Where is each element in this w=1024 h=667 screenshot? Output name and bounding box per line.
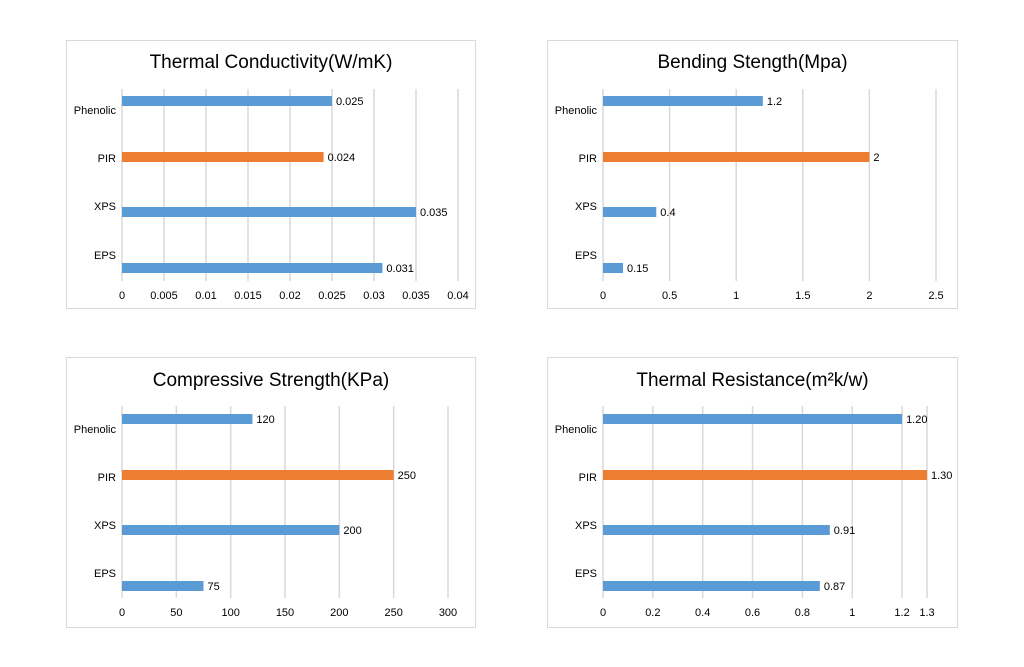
compressive-strength-value-label: 120 [256, 414, 274, 426]
thermal-resistance-bar-xps [603, 525, 830, 535]
compressive-strength-tick-label: 150 [276, 607, 294, 619]
thermal-conductivity-title: Thermal Conductivity(W/mK) [150, 52, 393, 73]
thermal-conductivity-tick-label: 0.015 [234, 290, 262, 302]
bending-strength-value-label: 0.4 [660, 207, 675, 219]
thermal-conductivity-value-label: 0.024 [328, 152, 356, 164]
thermal-resistance-bar-pir [603, 470, 927, 480]
thermal-conductivity-category-label: EPS [94, 250, 116, 262]
bending-strength-category-label: PIR [579, 153, 597, 165]
bending-strength-bar-pir [603, 152, 870, 162]
thermal-resistance-category-label: Phenolic [555, 424, 598, 436]
thermal-conductivity-value-label: 0.035 [420, 207, 448, 219]
thermal-resistance-tick-label: 0.6 [745, 607, 760, 619]
bending-strength-value-label: 0.15 [627, 263, 648, 275]
bending-strength-value-label: 1.2 [767, 96, 782, 108]
compressive-strength-bar-phenolic [122, 414, 253, 424]
bending-strength-tick-label: 2.5 [928, 290, 943, 302]
compressive-strength-tick-label: 100 [221, 607, 239, 619]
thermal-resistance-value-label: 1.20 [906, 414, 927, 426]
thermal-conductivity-bar-xps [122, 207, 416, 217]
bending-strength-category-label: EPS [575, 250, 597, 262]
compressive-strength-tick-label: 200 [330, 607, 348, 619]
compressive-strength-value-label: 250 [398, 470, 416, 482]
thermal-conductivity-value-label: 0.031 [386, 263, 414, 275]
thermal-conductivity-tick-label: 0.005 [150, 290, 178, 302]
compressive-strength-bar-eps [122, 581, 204, 591]
chart-bending-strength-svg: Bending Stength(Mpa) 1.2 Phenolic 2 PIR 0.4 XP… [555, 52, 944, 302]
thermal-conductivity-tick-label: 0.04 [447, 290, 468, 302]
thermal-conductivity-category-label: XPS [94, 201, 116, 213]
thermal-resistance-bar-eps [603, 581, 820, 591]
compressive-strength-category-label: Phenolic [74, 424, 117, 436]
thermal-conductivity-category-label: Phenolic [74, 105, 117, 117]
chart-thermal-conductivity-svg: Thermal Conductivity(W/mK) 0.025 Phenolic 0… [74, 52, 469, 302]
compressive-strength-category-label: XPS [94, 520, 116, 532]
thermal-resistance-category-label: EPS [575, 568, 597, 580]
thermal-conductivity-value-label: 0.025 [336, 96, 364, 108]
thermal-resistance-category-label: PIR [579, 472, 597, 484]
thermal-conductivity-bar-eps [122, 263, 383, 273]
chart-thermal-resistance: Thermal Resistance(m²k/w) 1.20 Phenolic 1.3… [547, 357, 958, 628]
thermal-resistance-bar-phenolic [603, 414, 903, 424]
chart-compressive-strength: Compressive Strength(KPa) 120 Phenolic 250 P… [66, 357, 476, 628]
compressive-strength-bar-xps [122, 525, 340, 535]
compressive-strength-category-label: PIR [98, 472, 116, 484]
thermal-resistance-tick-label: 1.2 [894, 607, 909, 619]
bending-strength-bar-xps [603, 207, 657, 217]
compressive-strength-value-label: 200 [343, 525, 361, 537]
thermal-conductivity-tick-label: 0.035 [402, 290, 430, 302]
thermal-resistance-value-label: 0.91 [834, 525, 855, 537]
bending-strength-tick-label: 2 [866, 290, 872, 302]
bending-strength-tick-label: 0.5 [662, 290, 677, 302]
chart-bending-strength: Bending Stength(Mpa) 1.2 Phenolic 2 PIR 0.4 XP… [547, 40, 958, 309]
thermal-conductivity-bar-phenolic [122, 96, 332, 106]
thermal-resistance-tick-label: 1 [849, 607, 855, 619]
bending-strength-category-label: Phenolic [555, 105, 598, 117]
thermal-resistance-title: Thermal Resistance(m²k/w) [636, 370, 868, 391]
thermal-conductivity-tick-label: 0.025 [318, 290, 346, 302]
compressive-strength-tick-label: 300 [439, 607, 457, 619]
thermal-conductivity-tick-label: 0 [119, 290, 125, 302]
bending-strength-bar-eps [603, 263, 623, 273]
thermal-resistance-value-label: 0.87 [824, 581, 845, 593]
bending-strength-title: Bending Stength(Mpa) [657, 52, 847, 73]
thermal-resistance-tick-label: 0.8 [795, 607, 810, 619]
bending-strength-value-label: 2 [873, 152, 879, 164]
thermal-conductivity-tick-label: 0.01 [195, 290, 216, 302]
thermal-resistance-tick-label: 0.4 [695, 607, 710, 619]
thermal-resistance-tick-label: 1.3 [919, 607, 934, 619]
thermal-conductivity-tick-label: 0.03 [363, 290, 384, 302]
thermal-conductivity-tick-label: 0.02 [279, 290, 300, 302]
bending-strength-tick-label: 1.5 [795, 290, 810, 302]
compressive-strength-tick-label: 50 [170, 607, 182, 619]
thermal-conductivity-category-label: PIR [98, 153, 116, 165]
chart-compressive-strength-svg: Compressive Strength(KPa) 120 Phenolic 250 P… [74, 370, 457, 619]
compressive-strength-value-label: 75 [208, 581, 220, 593]
thermal-resistance-value-label: 1.30 [931, 470, 952, 482]
compressive-strength-tick-label: 250 [384, 607, 402, 619]
bending-strength-tick-label: 0 [600, 290, 606, 302]
compressive-strength-category-label: EPS [94, 568, 116, 580]
thermal-resistance-tick-label: 0 [600, 607, 606, 619]
chart-thermal-resistance-svg: Thermal Resistance(m²k/w)1.20Phenolic1.3… [555, 370, 953, 619]
bending-strength-category-label: XPS [575, 201, 597, 213]
bending-strength-bar-phenolic [603, 96, 763, 106]
bending-strength-tick-label: 1 [733, 290, 739, 302]
compressive-strength-bar-pir [122, 470, 394, 480]
compressive-strength-tick-label: 0 [119, 607, 125, 619]
thermal-resistance-tick-label: 0.2 [645, 607, 660, 619]
chart-thermal-conductivity: Thermal Conductivity(W/mK) 0.025 Phenolic 0… [66, 40, 476, 309]
compressive-strength-title: Compressive Strength(KPa) [153, 370, 390, 391]
thermal-conductivity-bar-pir [122, 152, 324, 162]
thermal-resistance-category-label: XPS [575, 520, 597, 532]
